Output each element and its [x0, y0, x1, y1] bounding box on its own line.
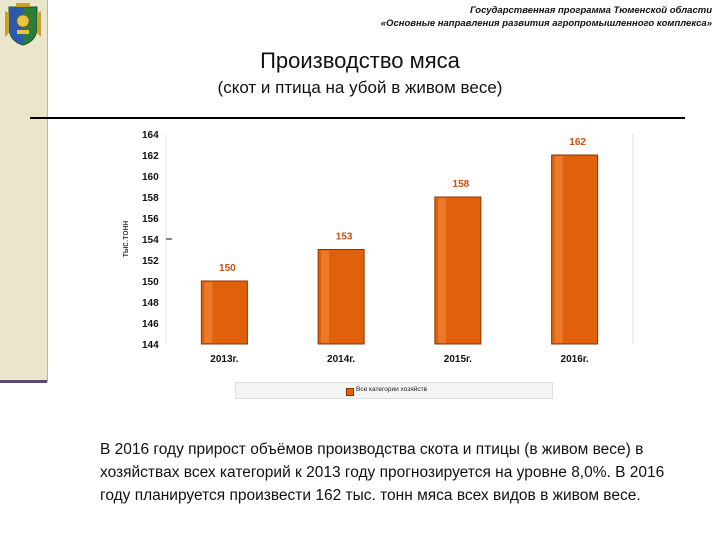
y-axis-label: тыс.тонн [120, 221, 130, 258]
y-tick-label: 150 [142, 277, 159, 288]
y-tick-label: 148 [142, 298, 159, 309]
meat-production-chart: 144 146 148 150 152 154 156 158 160 162 164 тыс.тон… [120, 130, 634, 365]
coat-of-arms-icon [5, 3, 41, 46]
y-tick-label: 152 [142, 256, 159, 267]
x-tick-label: 2014г. [327, 354, 355, 365]
slide-subtitle: (скот и птица на убой в живом весе) [217, 78, 503, 97]
x-tick-label: 2015г. [444, 354, 472, 365]
data-label: 158 [453, 179, 470, 190]
y-tick-label: 164 [142, 130, 159, 141]
chart-legend: Все категории хозяйств [235, 382, 553, 399]
legend-swatch [346, 388, 354, 396]
bar-highlight [321, 250, 330, 343]
y-tick-label: 158 [142, 193, 159, 204]
x-tick-label: 2016г. [561, 354, 589, 365]
y-tick-label: 154 [142, 235, 159, 246]
sidebar-band [0, 0, 47, 382]
y-tick-label: 156 [142, 214, 159, 225]
y-tick-label: 160 [142, 172, 159, 183]
x-tick-label: 2013г. [210, 354, 238, 365]
data-label: 150 [219, 263, 236, 274]
data-label: 153 [336, 232, 353, 243]
program-subtitle: «Основные направления развития агропромы… [380, 18, 712, 29]
bar-highlight [554, 156, 563, 343]
bar-highlight [437, 198, 446, 343]
legend-label: Все категории хозяйств [356, 386, 428, 393]
bar-highlight [204, 282, 213, 343]
sidebar-bottom-bar [0, 380, 47, 383]
data-label: 162 [569, 137, 586, 148]
summary-text: В 2016 году прирост объёмов производства… [100, 441, 665, 504]
sidebar-edge [47, 0, 48, 382]
y-tick-label: 162 [142, 151, 159, 162]
slide-title: Производство мяса [260, 48, 460, 73]
y-tick-label: 146 [142, 319, 159, 330]
title-divider [30, 117, 685, 119]
program-title: Государственная программа Тюменской обла… [469, 5, 712, 16]
y-tick-label: 144 [142, 340, 159, 351]
